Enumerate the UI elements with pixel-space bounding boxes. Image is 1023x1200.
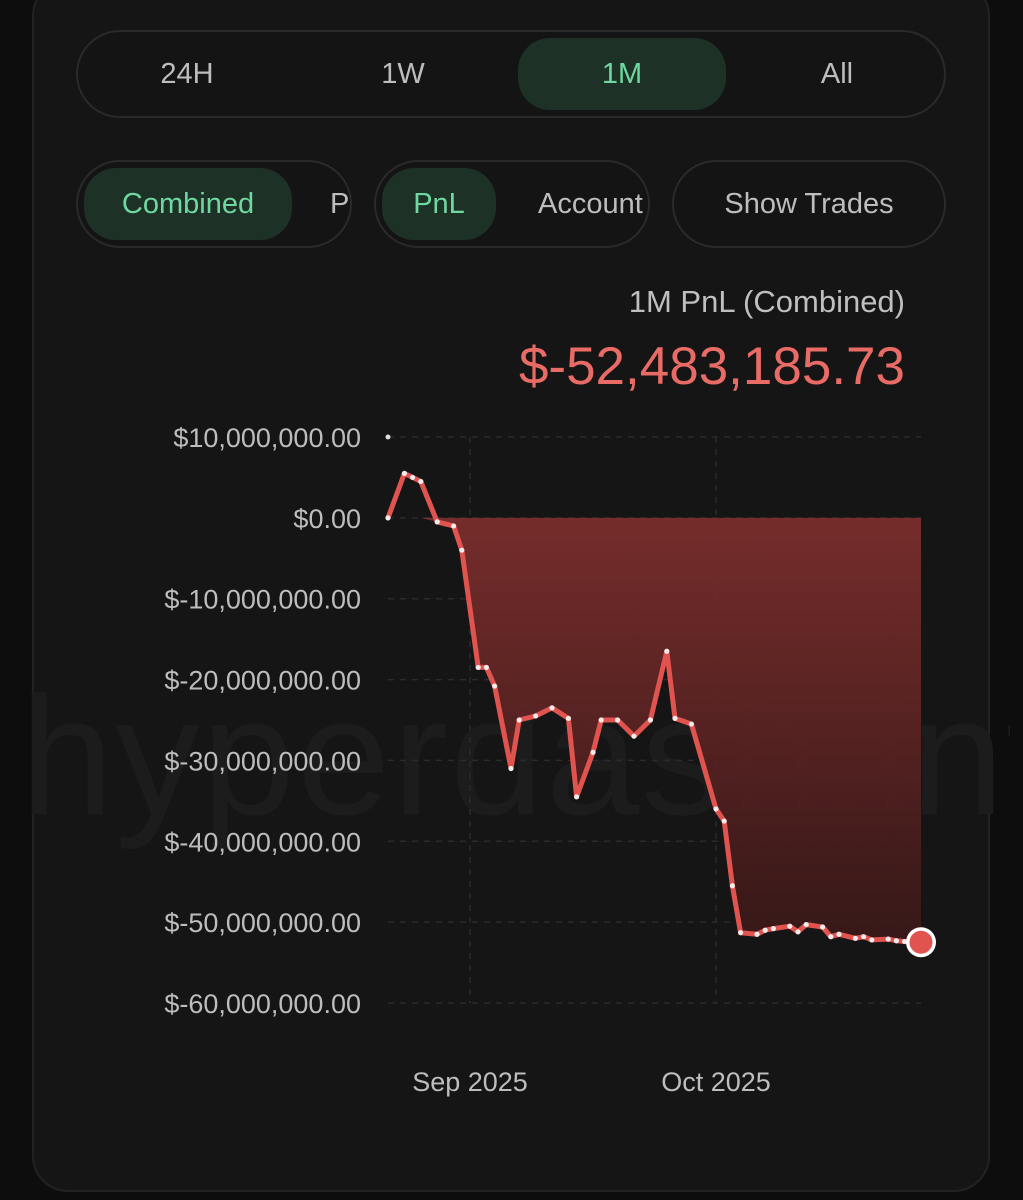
- pnl-point-2: [410, 474, 416, 481]
- pnl-point-42: [902, 938, 908, 945]
- pnl-point-5: [451, 523, 457, 529]
- pnl-series-points: [385, 470, 908, 945]
- y-tick-label-7: $-60,000,000.00: [164, 989, 361, 1019]
- pnl-point-16: [590, 749, 596, 755]
- pnl-point-31: [787, 923, 793, 929]
- y-tick-label-4: $-30,000,000.00: [164, 746, 361, 776]
- pnl-point-1: [401, 470, 407, 476]
- x-tick-label-1: Oct 2025: [661, 1067, 771, 1097]
- pnl-point-33: [803, 921, 809, 928]
- metric-account-button[interactable]: Account: [538, 187, 643, 220]
- pnl-point-32: [795, 929, 801, 935]
- metric-toggle: PnL Account: [374, 160, 650, 248]
- pnl-point-10: [508, 765, 514, 772]
- pnl-point-20: [647, 717, 654, 723]
- y-tick-label-1: $0.00: [293, 504, 361, 534]
- y-tick-label-3: $-20,000,000.00: [164, 666, 361, 696]
- pnl-point-29: [762, 927, 768, 933]
- pnl-point-21: [664, 648, 670, 654]
- pnl-point-38: [861, 934, 867, 940]
- pnl-point-39: [869, 937, 875, 943]
- show-trades-button-frame: Show Trades: [672, 160, 946, 248]
- y-tick-label-6: $-50,000,000.00: [164, 908, 361, 938]
- period-1m-button[interactable]: 1M: [518, 38, 726, 110]
- pnl-point-35: [828, 934, 834, 940]
- y-tick-label-5: $-40,000,000.00: [164, 827, 361, 857]
- pnl-point-41: [893, 938, 900, 944]
- pnl-point-0: [385, 515, 391, 521]
- mode-toggle: Combined P: [76, 160, 352, 248]
- pnl-point-22: [672, 715, 678, 721]
- pnl-point-4: [434, 519, 440, 525]
- y-top-marker: [385, 434, 391, 440]
- period-all-button[interactable]: All: [820, 57, 854, 90]
- pnl-point-14: [565, 715, 572, 721]
- mode-combined-button[interactable]: Combined: [84, 168, 292, 240]
- pnl-point-30: [770, 926, 777, 932]
- pnl-point-3: [418, 478, 424, 485]
- pnl-point-24: [713, 806, 719, 812]
- pnl-point-18: [615, 717, 621, 723]
- y-axis-ticks: $10,000,000.00 $0.00 $-10,000,000.00 $-20,0…: [164, 423, 391, 1019]
- pnl-point-19: [631, 733, 637, 739]
- metric-pnl-button[interactable]: PnL: [382, 168, 496, 240]
- pnl-area-fill: [388, 517, 921, 943]
- pnl-point-37: [852, 935, 859, 941]
- pnl-point-12: [533, 713, 539, 719]
- pnl-total-value: $-52,483,185.73: [518, 337, 905, 396]
- pnl-point-34: [820, 924, 826, 930]
- pnl-point-9: [492, 683, 498, 689]
- pnl-point-6: [459, 547, 465, 553]
- y-tick-label-2: $-10,000,000.00: [164, 585, 361, 615]
- pnl-point-7: [475, 664, 481, 671]
- pnl-point-11: [516, 717, 522, 723]
- show-trades-button[interactable]: Show Trades: [724, 187, 894, 220]
- period-1w-button[interactable]: 1W: [381, 57, 425, 90]
- pnl-point-36: [836, 931, 842, 937]
- y-tick-label-0: $10,000,000.00: [173, 423, 361, 453]
- pnl-point-40: [885, 936, 891, 942]
- x-tick-label-0: Sep 2025: [412, 1067, 528, 1097]
- period-selector: 24H 1W 1M All: [76, 30, 946, 118]
- mode-partial-button[interactable]: P: [330, 187, 350, 220]
- pnl-point-17: [598, 717, 604, 723]
- x-axis-ticks: Sep 2025 Oct 2025: [412, 1067, 771, 1097]
- pnl-point-25: [721, 818, 727, 824]
- pnl-point-8: [483, 664, 489, 671]
- pnl-point-23: [688, 721, 695, 727]
- end-marker-dot: [909, 930, 933, 954]
- pnl-end-marker: [906, 927, 936, 958]
- period-24h-button[interactable]: 24H: [160, 57, 214, 90]
- pnl-point-13: [549, 705, 555, 711]
- pnl-point-27: [738, 930, 744, 936]
- pnl-period-title: 1M PnL (Combined): [628, 284, 905, 319]
- pnl-point-15: [574, 794, 580, 800]
- pnl-point-28: [754, 931, 760, 937]
- pnl-point-26: [729, 883, 736, 889]
